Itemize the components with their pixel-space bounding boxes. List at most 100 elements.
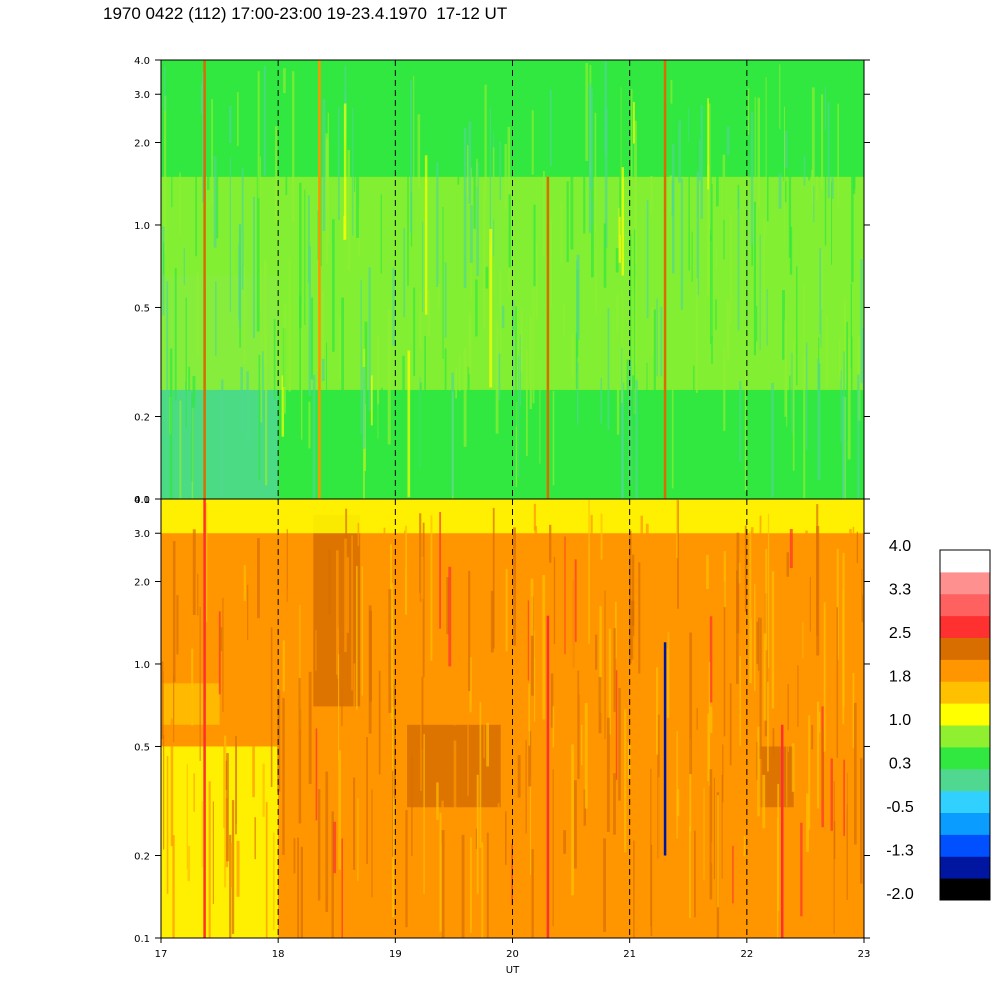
heatmap-streak — [656, 298, 658, 377]
heatmap-streak — [806, 793, 809, 852]
colorbar-label: 0.3 — [889, 756, 911, 773]
heatmap-streak — [486, 832, 489, 938]
heatmap-streak — [798, 576, 802, 695]
heatmap-streak — [377, 404, 380, 499]
heatmap-streak — [420, 557, 424, 599]
colorbar-swatch — [940, 768, 990, 792]
heatmap-streak — [840, 370, 842, 443]
heatmap-streak — [737, 120, 740, 163]
heatmap-streak — [236, 92, 239, 146]
heatmap-streak — [222, 539, 226, 682]
heatmap-streak — [352, 107, 354, 236]
heatmap-streak — [288, 632, 291, 702]
heatmap-streak — [689, 826, 691, 919]
heatmap-streak — [581, 724, 583, 766]
heatmap-streak — [300, 846, 303, 938]
heatmap-streak — [759, 617, 762, 759]
heatmap-streak — [778, 173, 782, 209]
heatmap-streak — [186, 763, 188, 870]
heatmap-streak — [843, 351, 845, 499]
heatmap-streak — [535, 242, 538, 320]
heatmap-streak — [744, 525, 747, 612]
heatmap-streak — [183, 247, 185, 285]
heatmap-streak — [575, 332, 578, 389]
heatmap-streak — [478, 593, 480, 615]
heatmap-streak — [837, 103, 839, 208]
heatmap-streak — [786, 653, 788, 807]
y-tick-label: 4.0 — [134, 495, 150, 506]
heatmap-streak — [258, 354, 261, 480]
heatmap-streak — [288, 259, 291, 392]
heatmap-streak — [326, 342, 328, 420]
y-tick-label: 0.5 — [134, 303, 150, 314]
heatmap-streak — [856, 531, 859, 563]
heatmap-streak — [163, 577, 167, 673]
heatmap-streak — [577, 670, 580, 779]
y-tick-label: 2.0 — [134, 138, 150, 149]
heatmap-streak — [208, 781, 211, 938]
heatmap-streak — [469, 204, 473, 263]
heatmap-streak — [638, 562, 641, 674]
colorbar-swatch — [940, 637, 990, 660]
heatmap-streak — [650, 175, 653, 216]
heatmap-streak — [729, 213, 732, 323]
heatmap-streak — [789, 375, 791, 499]
heatmap-streak — [860, 758, 863, 884]
heatmap-streak — [419, 377, 421, 469]
heatmap-streak — [703, 787, 705, 880]
heatmap-streak — [525, 350, 528, 456]
heatmap-streak — [301, 304, 303, 440]
heatmap-streak — [572, 559, 576, 675]
heatmap-streak — [721, 774, 723, 879]
heatmap-streak — [613, 628, 616, 712]
heatmap-streak — [816, 526, 820, 656]
heatmap-streak — [802, 621, 804, 659]
heatmap-streak — [784, 106, 786, 247]
heatmap-streak — [741, 804, 744, 852]
y-tick-label: 1.0 — [134, 221, 150, 232]
heatmap-streak — [259, 156, 261, 313]
heatmap-streak — [831, 177, 834, 199]
heatmap-streak — [756, 741, 758, 780]
heatmap-streak — [835, 393, 837, 499]
y-tick-label: 2.0 — [134, 577, 150, 588]
heatmap-streak — [260, 267, 263, 423]
heatmap-streak — [166, 756, 169, 894]
heatmap-streak — [173, 675, 175, 743]
heatmap-streak — [468, 312, 472, 374]
heatmap-streak — [791, 352, 793, 434]
heatmap-streak — [786, 552, 790, 577]
heatmap-streak — [331, 811, 334, 938]
heatmap-streak — [238, 224, 242, 327]
heatmap-streak — [299, 604, 302, 730]
heatmap-streak — [263, 65, 267, 176]
heatmap-streak — [261, 351, 264, 395]
heatmap-streak — [542, 575, 546, 720]
heatmap-streak — [757, 97, 761, 208]
heatmap-streak — [634, 277, 637, 365]
heatmap-streak — [241, 168, 244, 290]
heatmap-streak — [627, 742, 631, 779]
heatmap-streak — [231, 800, 235, 934]
heatmap-streak — [723, 347, 726, 431]
heatmap-streak — [617, 398, 620, 499]
heatmap-streak — [595, 638, 599, 724]
heatmap-streak — [634, 120, 637, 265]
colorbar-label: 4.0 — [889, 538, 911, 555]
heatmap-streak — [591, 200, 593, 224]
heatmap-trace — [546, 615, 550, 938]
heatmap-streak — [688, 107, 690, 142]
heatmap-streak — [753, 201, 756, 356]
heatmap-streak — [749, 531, 752, 684]
heatmap-streak — [513, 527, 516, 646]
heatmap-streak — [405, 810, 408, 928]
heatmap-streak — [172, 541, 176, 682]
heatmap-streak — [571, 333, 575, 378]
heatmap-streak — [490, 590, 494, 653]
heatmap-streak — [221, 379, 224, 499]
heatmap-streak — [618, 207, 622, 263]
heatmap-streak — [196, 271, 199, 357]
heatmap-streak — [385, 741, 389, 770]
heatmap-streak — [424, 155, 428, 315]
heatmap-streak — [441, 800, 444, 843]
